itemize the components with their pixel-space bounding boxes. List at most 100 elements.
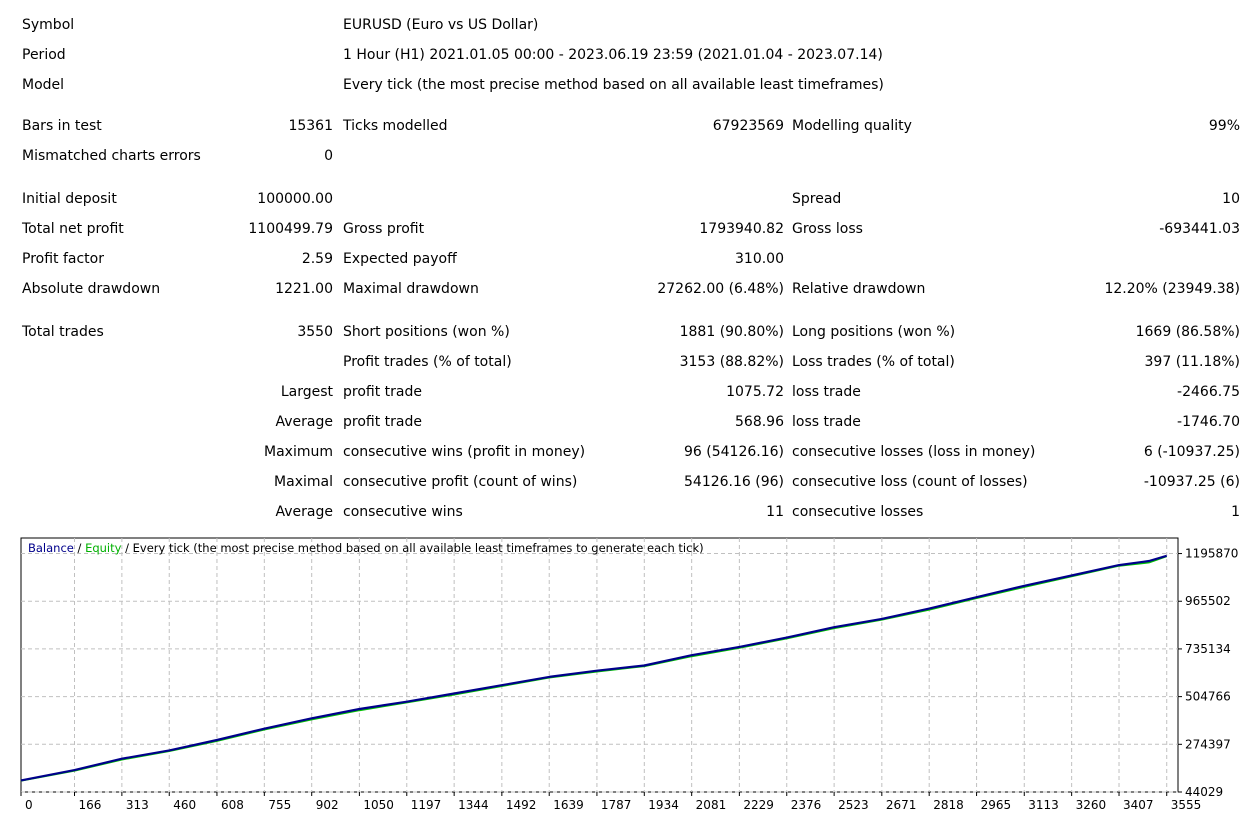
- average-profit-value: 568.96: [735, 414, 784, 430]
- net-profit-value: 1100499.79: [248, 221, 333, 237]
- bars-label: Bars in test: [22, 118, 102, 134]
- average-consecutive-prefix: Average: [275, 504, 334, 520]
- period-value: 1 Hour (H1) 2021.01.05 00:00 - 2023.06.1…: [343, 47, 883, 63]
- x-tick-label: 1934: [648, 798, 679, 812]
- quality-value: 99%: [1208, 118, 1240, 134]
- profit-factor-label: Profit factor: [22, 251, 104, 267]
- loss-trades-value: 397 (11.18%): [1144, 354, 1240, 370]
- bars-value: 15361: [288, 118, 333, 134]
- average-profit-label: profit trade: [343, 414, 422, 430]
- x-tick-label: 1492: [506, 798, 537, 812]
- title-sep: /: [74, 541, 85, 555]
- maximum-prefix: Maximum: [264, 444, 333, 460]
- symbol-label: Symbol: [22, 17, 75, 33]
- expected-payoff-label: Expected payoff: [343, 251, 457, 267]
- title-rest: / Every tick (the most precise method ba…: [121, 541, 703, 555]
- max-drawdown-value: 27262.00 (6.48%): [657, 281, 784, 297]
- quality-label: Modelling quality: [792, 118, 912, 134]
- x-tick-label: 3260: [1076, 798, 1107, 812]
- x-axis-ticks: 0 166 313 460 608 755 902 1050 1197 1344 1492 1639 1…: [20, 792, 1202, 812]
- symbol-value: EURUSD (Euro vs US Dollar): [343, 17, 539, 33]
- period-label: Period: [22, 47, 66, 63]
- average-loss-value: -1746.70: [1177, 414, 1240, 430]
- balance-equity-chart: Balance / Equity / Every tick (the most …: [20, 537, 1238, 812]
- x-tick-label: 313: [126, 798, 149, 812]
- average-consecutive-profit-value: 11: [766, 504, 784, 520]
- long-positions-value: 1669 (86.58%): [1135, 324, 1240, 340]
- short-positions-label: Short positions (won %): [343, 324, 510, 340]
- maximal-profit-value: 54126.16 (96): [684, 474, 784, 490]
- x-tick-label: 3407: [1123, 798, 1154, 812]
- y-tick-label: 1195870: [1185, 547, 1238, 561]
- series-lines: [20, 554, 1168, 782]
- maximal-prefix: Maximal: [274, 474, 333, 490]
- rel-drawdown-label: Relative drawdown: [792, 281, 926, 297]
- x-tick-label: 1787: [601, 798, 632, 812]
- profit-factor-value: 2.59: [301, 251, 333, 267]
- maximal-loss-value: -10937.25 (6): [1143, 474, 1240, 490]
- x-tick-label: 755: [268, 798, 291, 812]
- x-tick-label: 3555: [1171, 798, 1202, 812]
- y-tick-label: 504766: [1185, 690, 1231, 704]
- title-balance: Balance: [28, 541, 74, 555]
- net-profit-label: Total net profit: [22, 221, 124, 237]
- y-axis-ticks: 44029 274397 504766 735134 965502 1195870: [1178, 547, 1238, 799]
- total-trades-label: Total trades: [22, 324, 104, 340]
- total-trades-value: 3550: [297, 324, 333, 340]
- x-tick-label: 1344: [458, 798, 489, 812]
- ticks-label: Ticks modelled: [343, 118, 448, 134]
- profit-trades-label: Profit trades (% of total): [343, 354, 512, 370]
- maximum-loss-label: consecutive losses (loss in money): [792, 444, 1036, 460]
- gross-profit-label: Gross profit: [343, 221, 425, 237]
- abs-drawdown-label: Absolute drawdown: [22, 281, 161, 297]
- average-consecutive-profit-label: consecutive wins: [343, 504, 463, 520]
- x-tick-label: 1197: [411, 798, 442, 812]
- x-tick-label: 2671: [886, 798, 917, 812]
- spread-label: Spread: [792, 191, 842, 207]
- largest-profit-value: 1075.72: [726, 384, 784, 400]
- grid-lines: [21, 538, 1178, 793]
- title-equity: Equity: [85, 541, 122, 555]
- deposit-label: Initial deposit: [22, 191, 117, 207]
- gross-loss-value: -693441.03: [1159, 221, 1240, 237]
- loss-trades-label: Loss trades (% of total): [792, 354, 955, 370]
- x-tick-label: 2818: [933, 798, 964, 812]
- maximum-profit-label: consecutive wins (profit in money): [343, 444, 586, 460]
- x-tick-label: 2523: [838, 798, 869, 812]
- profit-trades-value: 3153 (88.82%): [679, 354, 784, 370]
- max-drawdown-label: Maximal drawdown: [343, 281, 479, 297]
- long-positions-label: Long positions (won %): [792, 324, 956, 340]
- average-consecutive-loss-label: consecutive losses: [792, 504, 924, 520]
- largest-loss-value: -2466.75: [1177, 384, 1240, 400]
- x-tick-label: 460: [173, 798, 196, 812]
- y-tick-label: 965502: [1185, 594, 1231, 608]
- chart-title: Balance / Equity / Every tick (the most …: [28, 541, 704, 555]
- x-tick-label: 166: [78, 798, 101, 812]
- model-value: Every tick (the most precise method base…: [343, 77, 884, 93]
- plot-frame: [20, 537, 1179, 793]
- short-positions-value: 1881 (90.80%): [679, 324, 784, 340]
- x-tick-label: 2965: [981, 798, 1012, 812]
- x-tick-label: 902: [316, 798, 339, 812]
- x-tick-label: 0: [25, 798, 33, 812]
- x-tick-label: 2376: [791, 798, 822, 812]
- maximum-profit-value: 96 (54126.16): [684, 444, 784, 460]
- rel-drawdown-value: 12.20% (23949.38): [1104, 281, 1240, 297]
- average-loss-label: loss trade: [792, 414, 861, 430]
- deposit-value: 100000.00: [257, 191, 333, 207]
- maximal-loss-label: consecutive loss (count of losses): [792, 474, 1028, 490]
- largest-profit-label: profit trade: [343, 384, 422, 400]
- y-tick-label: 274397: [1185, 737, 1231, 751]
- y-tick-label: 735134: [1185, 642, 1231, 656]
- spread-value: 10: [1222, 191, 1240, 207]
- mismatched-value: 0: [324, 148, 333, 164]
- expected-payoff-value: 310.00: [735, 251, 784, 267]
- maximum-loss-value: 6 (-10937.25): [1143, 444, 1240, 460]
- average-prefix: Average: [275, 414, 334, 430]
- x-tick-label: 2081: [696, 798, 727, 812]
- balance-line: [20, 554, 1168, 782]
- x-tick-label: 3113: [1028, 798, 1059, 812]
- largest-loss-label: loss trade: [792, 384, 861, 400]
- model-label: Model: [22, 77, 65, 93]
- gross-profit-value: 1793940.82: [699, 221, 784, 237]
